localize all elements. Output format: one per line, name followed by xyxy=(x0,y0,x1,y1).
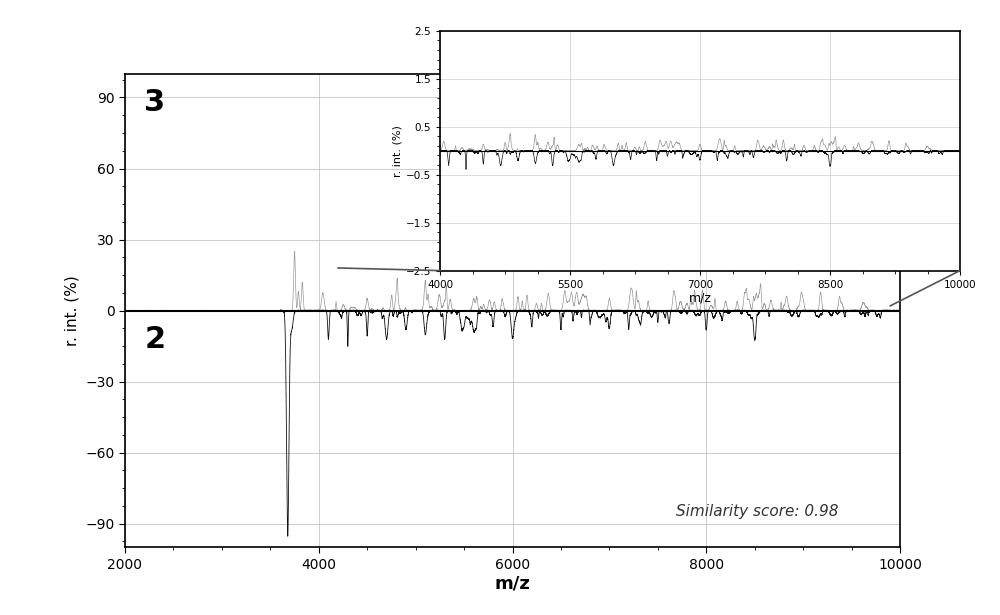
Y-axis label: r. int. (%): r. int. (%) xyxy=(65,275,80,346)
Y-axis label: r. int. (%): r. int. (%) xyxy=(393,125,403,177)
X-axis label: m/z: m/z xyxy=(689,291,711,304)
X-axis label: m/z: m/z xyxy=(495,574,530,592)
Text: 3: 3 xyxy=(144,88,166,117)
Text: 2: 2 xyxy=(144,325,166,354)
Text: Similarity score: 0.98: Similarity score: 0.98 xyxy=(676,504,838,519)
